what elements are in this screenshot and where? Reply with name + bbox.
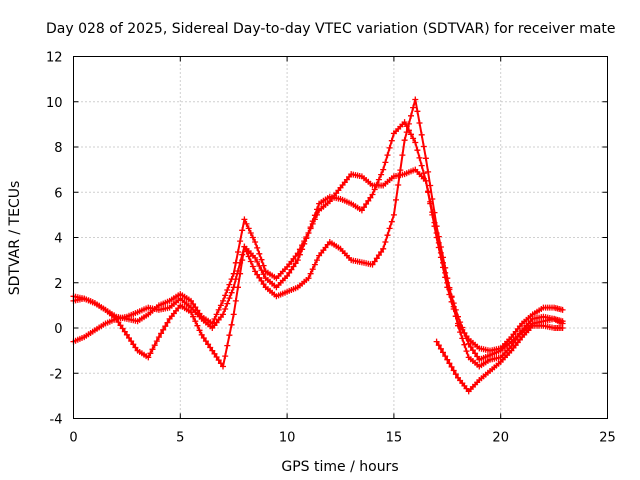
x-tick-label: 5 [176, 431, 184, 446]
y-tick-label: -2 [50, 367, 63, 382]
y-tick-label: 8 [54, 141, 62, 156]
y-tick-label: 12 [46, 51, 63, 66]
y-axis-label: SDTVAR / TECUs [7, 181, 23, 296]
y-tick-label: 10 [46, 96, 63, 111]
x-tick-label: 10 [279, 431, 296, 446]
x-tick-label: 25 [599, 431, 616, 446]
x-tick-label: 15 [386, 431, 403, 446]
chart-title: Day 028 of 2025, Sidereal Day-to-day VTE… [46, 21, 616, 37]
grid [73, 56, 608, 419]
series-markers-track-4 [433, 322, 566, 395]
y-tick-label: 4 [54, 232, 62, 247]
y-tick-label: -4 [50, 413, 63, 428]
x-tick-label: 20 [492, 431, 509, 446]
y-tick-label: 2 [54, 277, 62, 292]
x-tick-label: 0 [69, 431, 77, 446]
x-axis-label: GPS time / hours [281, 459, 398, 475]
y-tick-label: 6 [54, 186, 62, 201]
y-tick-label: 0 [54, 322, 62, 337]
axis-ticks: 0 5 10 15 20 25 -4 -2 0 2 4 6 8 10 12 [46, 51, 616, 446]
